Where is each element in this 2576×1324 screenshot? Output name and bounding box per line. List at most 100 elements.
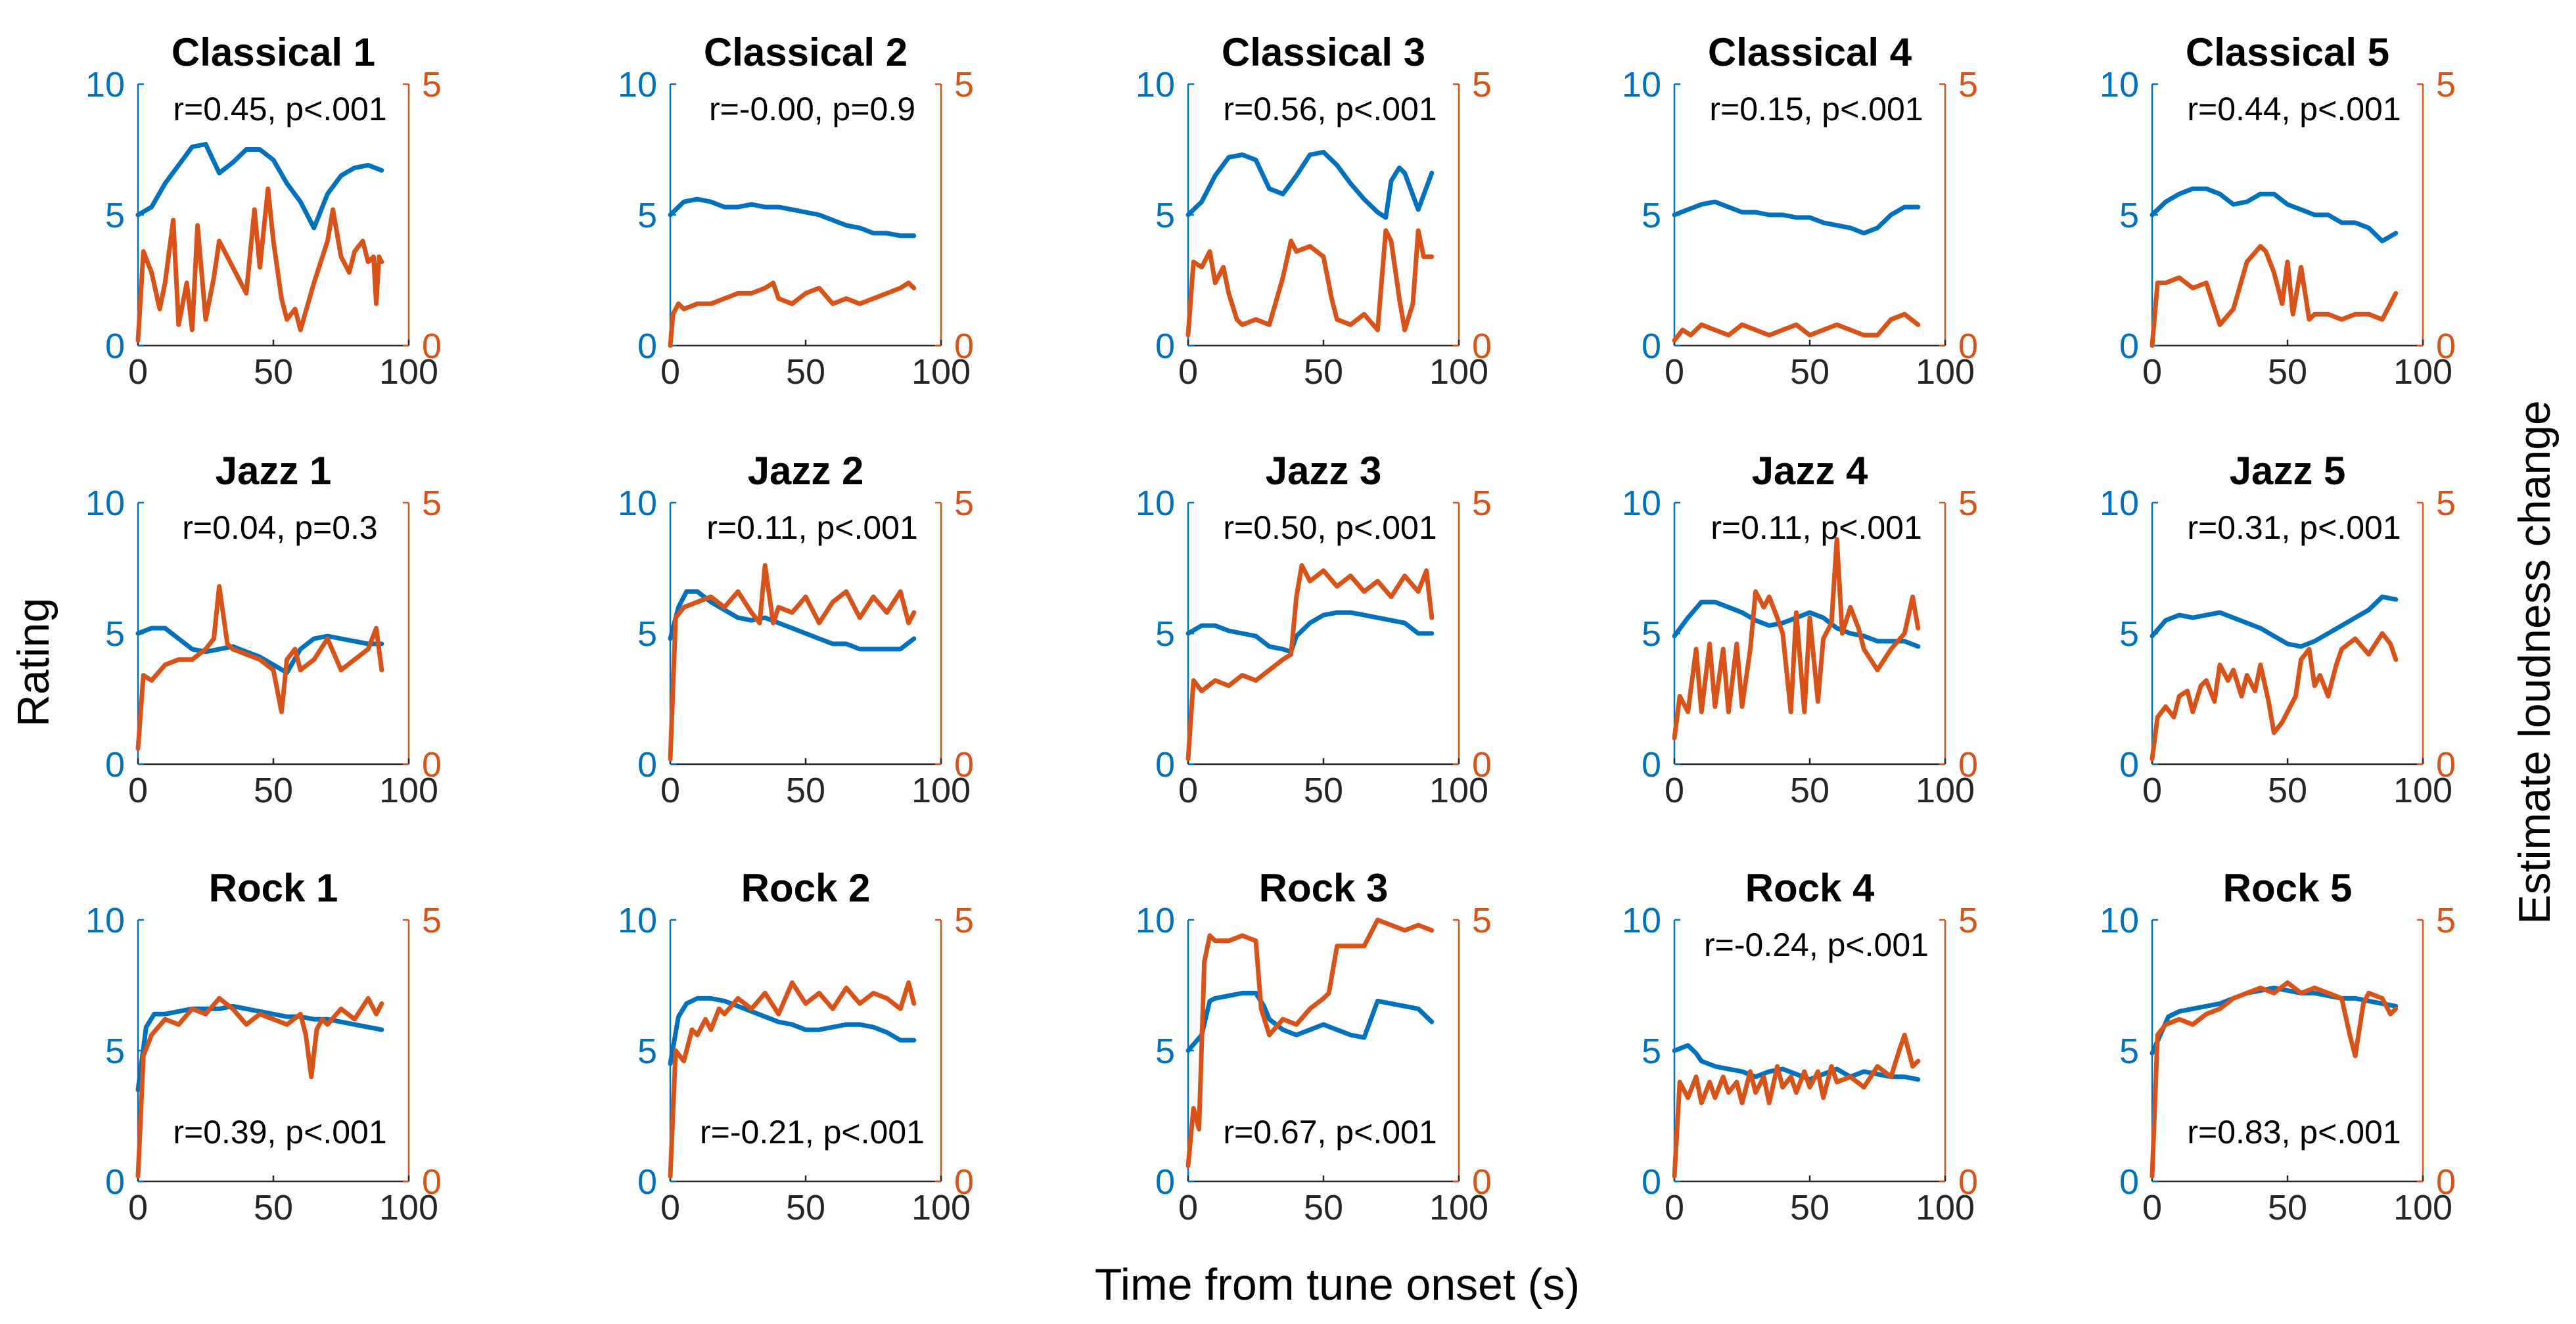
x-tick-label: 50	[1304, 352, 1343, 392]
y-right-tick-label: 5	[1472, 65, 1492, 104]
x-tick-label: 50	[1790, 771, 1829, 810]
x-tick-label: 100	[911, 771, 971, 810]
y-left-tick-label: 5	[1642, 196, 1661, 235]
rating-line	[1185, 990, 1435, 1053]
x-tick-label: 50	[254, 352, 293, 392]
x-tick-label: 100	[1429, 352, 1488, 392]
y-left-tick-label: 10	[85, 65, 125, 104]
x-tick-label: 50	[254, 771, 293, 810]
x-tick-label: 0	[1178, 352, 1198, 392]
loudness-line	[2150, 244, 2399, 348]
correlation-annotation: r=0.39, p<.001	[173, 1114, 386, 1151]
y-right-tick-label: 5	[422, 484, 442, 523]
y-left-tick-label: 5	[1155, 1032, 1175, 1071]
x-tick-label: 100	[379, 771, 438, 810]
correlation-annotation: r=0.15, p<.001	[1709, 91, 1923, 127]
y-right-tick-label: 0	[1958, 1162, 1978, 1202]
y-left-tick-label: 10	[1622, 484, 1661, 523]
x-tick-label: 0	[660, 771, 680, 810]
subplot-title: Jazz 3	[1266, 449, 1382, 493]
y-left-tick-label: 5	[1155, 614, 1175, 654]
correlation-annotation: r=0.11, p<.001	[1711, 509, 1922, 546]
subplot-title: Classical 4	[1708, 30, 1912, 74]
x-tick-label: 100	[911, 1188, 971, 1227]
x-tick-label: 50	[2268, 771, 2307, 810]
y-left-tick-label: 5	[637, 614, 657, 654]
subplot-title: Jazz 2	[748, 449, 864, 493]
y-left-tick-label: 5	[637, 1032, 657, 1071]
correlation-annotation: r=-0.21, p<.001	[700, 1114, 925, 1151]
y-right-tick-label: 5	[1958, 901, 1978, 940]
loudness-line	[1185, 563, 1435, 762]
correlation-annotation: r=0.45, p<.001	[173, 91, 386, 127]
y-right-tick-label: 0	[1472, 1162, 1492, 1202]
y-right-tick-label: 0	[2436, 327, 2456, 366]
y-right-tick-label: 0	[422, 745, 442, 785]
y-left-tick-label: 10	[618, 901, 657, 940]
y-left-tick-label: 0	[1155, 1162, 1175, 1202]
y-right-tick-label: 5	[2436, 484, 2456, 523]
y-right-tick-label: 0	[1958, 745, 1978, 785]
subplot-title: Jazz 1	[216, 449, 332, 493]
subplot-title: Classical 5	[2186, 30, 2389, 74]
x-tick-label: 0	[128, 771, 148, 810]
x-tick-label: 0	[128, 1188, 148, 1227]
x-tick-label: 0	[2142, 1188, 2162, 1227]
y-right-tick-label: 5	[954, 65, 974, 104]
x-tick-label: 0	[660, 1188, 680, 1227]
subplot-title: Rock 5	[2223, 866, 2353, 910]
rating-line	[2150, 186, 2399, 244]
y-left-tick-label: 5	[1642, 1032, 1661, 1071]
subplot-title: Rock 4	[1745, 866, 1875, 910]
y-left-tick-label: 10	[618, 65, 657, 104]
x-tick-label: 100	[379, 352, 438, 392]
y-right-tick-label: 5	[1472, 484, 1492, 523]
subplot-title: Jazz 5	[2230, 449, 2346, 493]
y-left-tick-label: 10	[2100, 901, 2139, 940]
y-left-tick-label: 0	[105, 745, 125, 785]
subplot-title: Rock 3	[1259, 866, 1389, 910]
loudness-line	[135, 186, 384, 343]
rating-line	[668, 995, 917, 1066]
x-tick-label: 50	[1304, 1188, 1343, 1227]
subplot-title: Rock 1	[209, 866, 338, 910]
loudness-line	[2150, 631, 2399, 762]
subplot-title: Classical 2	[704, 30, 908, 74]
y-left-tick-label: 5	[2119, 196, 2139, 235]
x-tick-label: 0	[1665, 352, 1684, 392]
loudness-line	[1185, 228, 1435, 338]
y-left-tick-label: 5	[1155, 196, 1175, 235]
y-right-tick-label: 0	[954, 1162, 974, 1202]
correlation-annotation: r=0.50, p<.001	[1223, 509, 1437, 546]
loudness-line	[1185, 917, 1435, 1168]
y-right-tick-label: 5	[422, 65, 442, 104]
y-right-tick-label: 5	[954, 484, 974, 523]
figure-y-axis-label-left: Rating	[9, 598, 58, 727]
x-tick-label: 50	[1304, 771, 1343, 810]
y-left-tick-label: 0	[637, 1162, 657, 1202]
correlation-annotation: r=0.44, p<.001	[2187, 91, 2401, 127]
y-right-tick-label: 5	[1472, 901, 1492, 940]
rating-line	[2150, 594, 2399, 649]
y-right-tick-label: 5	[422, 901, 442, 940]
y-left-tick-label: 10	[1136, 484, 1175, 523]
y-left-tick-label: 10	[618, 484, 657, 523]
y-left-tick-label: 0	[1155, 327, 1175, 366]
rating-line	[668, 196, 917, 239]
rating-line	[1672, 199, 1921, 236]
subplot-title: Classical 1	[172, 30, 375, 74]
y-left-tick-label: 10	[1136, 65, 1175, 104]
x-tick-label: 100	[2393, 352, 2452, 392]
x-tick-label: 50	[254, 1188, 293, 1227]
y-right-tick-label: 5	[1958, 65, 1978, 104]
y-right-tick-label: 0	[1472, 327, 1492, 366]
loudness-line	[1672, 311, 1921, 343]
correlation-annotation: r=-0.00, p=0.9	[709, 91, 915, 127]
rating-line	[135, 626, 384, 675]
